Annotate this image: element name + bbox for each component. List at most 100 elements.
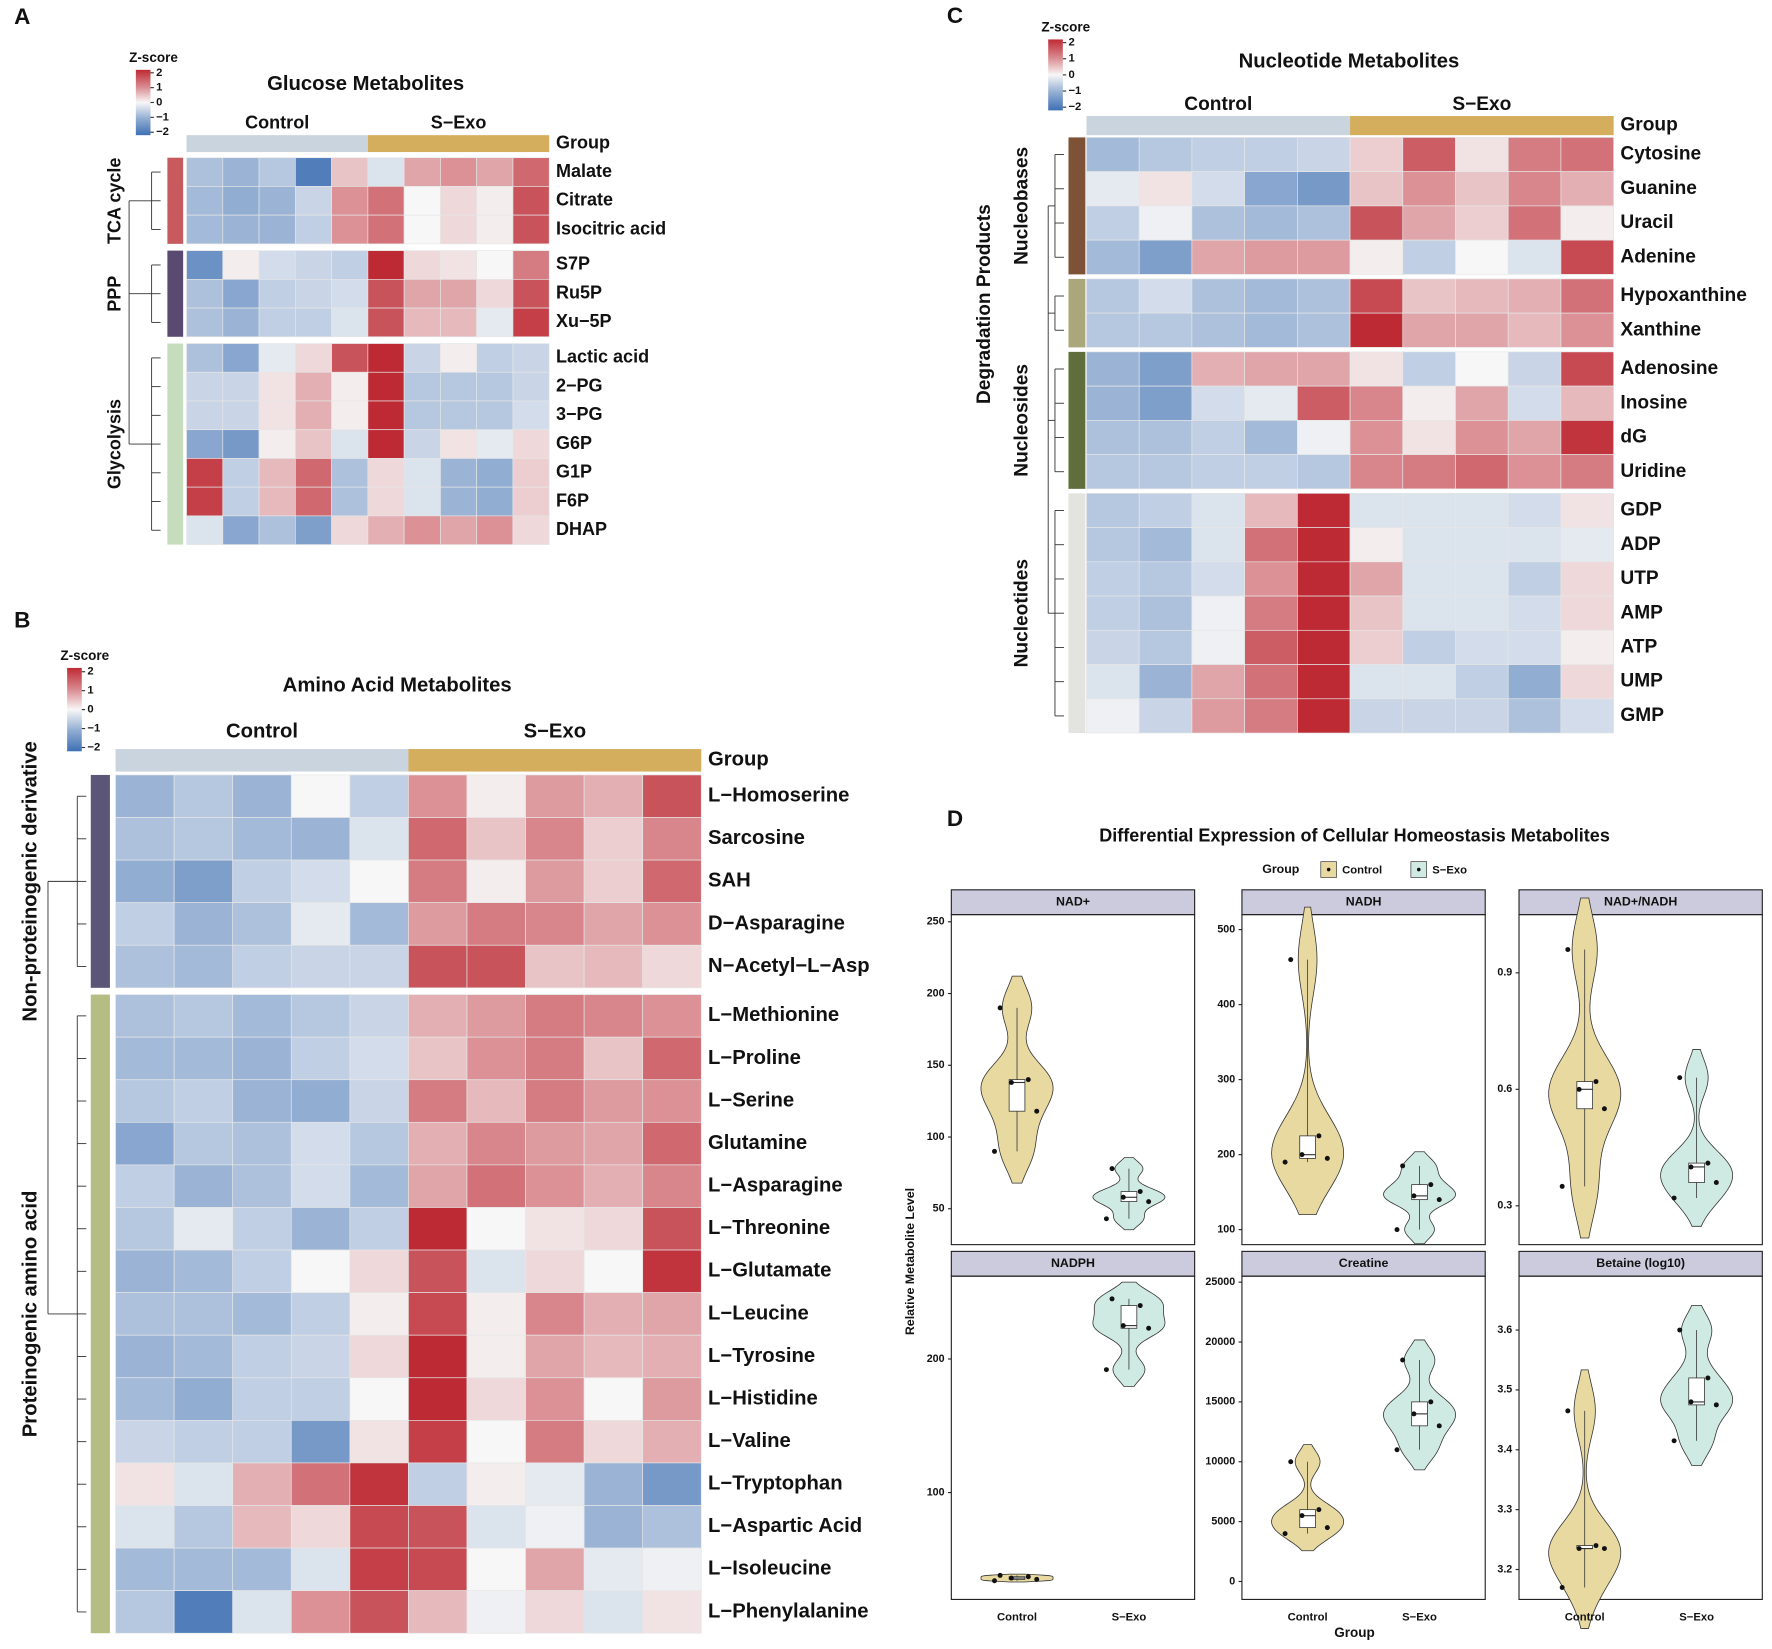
heat-cell (583, 1590, 644, 1634)
colorbar-tick-label: −1 (156, 111, 169, 123)
heat-cell (173, 1121, 234, 1166)
heat-cell (1560, 137, 1614, 172)
data-point (992, 1148, 997, 1154)
heat-cell (331, 157, 369, 187)
heat-cell (290, 1292, 351, 1336)
heat-cell (186, 400, 224, 431)
row-label: UMP (1620, 671, 1663, 692)
chart-title: Glucose Metabolites (267, 73, 464, 95)
heat-cell (290, 859, 351, 904)
heat-cell (466, 1121, 526, 1166)
heat-cell (525, 1292, 585, 1336)
heat-cell (408, 1334, 468, 1379)
heat-cell (1402, 664, 1456, 700)
data-point (1288, 1459, 1294, 1465)
heat-cell (1349, 527, 1404, 563)
heat-cell (367, 400, 405, 431)
heat-cell (512, 515, 550, 545)
data-point (1316, 1507, 1322, 1513)
heat-cell (1138, 454, 1193, 490)
heat-cell (1402, 137, 1456, 172)
heat-cell (1138, 664, 1193, 700)
heat-cell (403, 250, 441, 280)
group-bar (115, 749, 409, 772)
row-label: Adenosine (1620, 358, 1718, 379)
heat-cell (1086, 385, 1140, 421)
heat-cell (367, 214, 405, 245)
heat-cell (331, 307, 369, 338)
heat-cell (115, 1207, 175, 1251)
heat-cell (331, 486, 369, 517)
heat-cell (1297, 527, 1351, 563)
heat-cell (349, 1377, 409, 1421)
heat-cell (1455, 205, 1509, 241)
heat-cell (115, 1590, 175, 1634)
heat-cell (1297, 595, 1351, 631)
heat-cell (232, 774, 292, 818)
heat-cell (186, 371, 224, 402)
heat-cell (294, 250, 332, 280)
heat-cell (222, 214, 260, 245)
facet-title: NAD+ (1056, 894, 1090, 908)
heat-cell (466, 1334, 526, 1379)
heat-cell (583, 1505, 644, 1549)
data-point (1565, 1408, 1571, 1414)
heat-cell (512, 307, 550, 338)
heat-cell (440, 343, 478, 373)
y-tick-label: 15000 (1205, 1396, 1235, 1408)
heat-cell (173, 859, 234, 904)
heat-cell (290, 1121, 351, 1166)
heat-cell (173, 774, 234, 818)
heat-cell (290, 1505, 351, 1549)
heat-cell (440, 371, 478, 402)
heat-cell (1560, 454, 1614, 490)
heat-cell (1138, 629, 1193, 665)
heat-cell (331, 279, 369, 309)
y-tick-label: 400 (1217, 998, 1235, 1010)
heat-cell (642, 1505, 702, 1549)
heat-cell (331, 214, 369, 245)
heat-cell (1560, 351, 1614, 387)
heat-cell (476, 343, 514, 373)
heat-cell (1191, 664, 1245, 700)
data-point (1688, 1399, 1694, 1405)
heat-cell (466, 944, 526, 989)
row-group-bar (1068, 493, 1086, 734)
heat-cell (1191, 351, 1245, 387)
legend-dot (1326, 867, 1331, 872)
heat-cell (173, 1590, 234, 1634)
heat-cell (258, 186, 296, 216)
row-label: L−Glutamate (708, 1260, 831, 1282)
heat-cell (1349, 629, 1404, 665)
heat-cell (222, 371, 260, 402)
heat-cell (367, 486, 405, 517)
heat-cell (440, 515, 478, 545)
heat-cell (403, 279, 441, 309)
heat-cell (1244, 698, 1298, 734)
heat-cell (1297, 137, 1351, 172)
data-point (1411, 1411, 1417, 1417)
heat-cell (115, 1377, 175, 1421)
row-group-bar (167, 250, 184, 337)
heat-cell (466, 1505, 526, 1549)
heat-cell (408, 859, 468, 904)
y-tick-label: 0.3 (1497, 1200, 1512, 1212)
heat-cell (512, 343, 550, 373)
heat-cell (1244, 420, 1298, 455)
heat-cell (349, 1292, 409, 1336)
heat-cell (173, 944, 234, 989)
heat-cell (1560, 595, 1614, 631)
data-point (1025, 1574, 1031, 1580)
heat-cell (186, 429, 224, 459)
row-label: 3−PG (556, 404, 603, 424)
plot-frame (950, 914, 1196, 1246)
row-label: Guanine (1620, 178, 1697, 199)
group-label: Control (1184, 94, 1252, 115)
heat-cell (290, 1547, 351, 1591)
y-tick-label: 50 (933, 1203, 945, 1215)
heat-cell (1086, 698, 1140, 734)
heat-cell (525, 1249, 585, 1293)
heat-cell (525, 1164, 585, 1208)
heat-cell (367, 371, 405, 402)
heat-cell (1455, 561, 1509, 597)
